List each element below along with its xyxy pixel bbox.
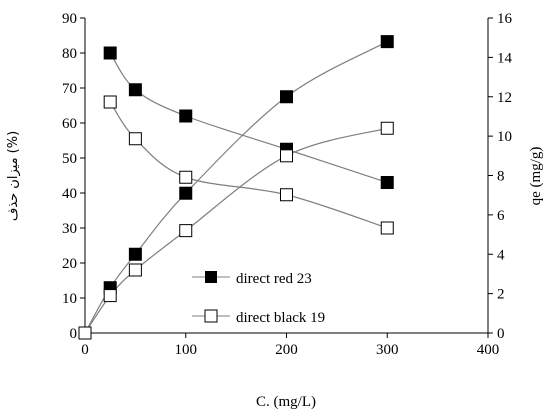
y-left-tick-label-5: 50 (62, 151, 77, 167)
y-left-tick-label-3: 30 (62, 221, 77, 237)
series-3-point-4 (179, 186, 193, 200)
series-1-point-5 (380, 176, 394, 189)
y-right-tick-label-4: 8 (497, 169, 505, 185)
y-left-tick-label-4: 40 (62, 186, 77, 202)
y-left-tick-label-9: 90 (62, 11, 77, 27)
series-4-point-2 (103, 289, 117, 303)
y-right-tick-label-5: 10 (497, 129, 512, 145)
series-2-line (109, 101, 388, 229)
series-3-point-3 (128, 247, 142, 261)
series-4-point-5 (280, 149, 293, 163)
series-2-point-4 (280, 188, 293, 202)
x-tick-label-4: 400 (477, 342, 500, 358)
series-4-point-6 (380, 121, 394, 135)
series-3-point-5 (280, 90, 293, 104)
y-right-tick-label-8: 16 (497, 11, 513, 27)
y-right-tick-label-0: 0 (497, 326, 505, 342)
x-tick-label-1: 100 (175, 342, 198, 358)
x-tick-label-0: 0 (81, 342, 89, 358)
y-left-tick-label-7: 70 (62, 81, 77, 97)
y-left-tick-label-1: 10 (62, 291, 77, 307)
legend-label-series-2: direct black 19 (236, 310, 325, 326)
series-1-point-3 (179, 109, 193, 123)
x-axis-label: C. (mg/L) (256, 394, 316, 410)
series-markers (78, 35, 394, 340)
y-axis-left: 0 10 20 30 40 50 60 70 80 90 (62, 11, 85, 342)
series-2-point-5 (380, 221, 394, 235)
y-right-tick-label-2: 4 (497, 247, 505, 263)
y-right-tick-label-1: 2 (497, 287, 505, 303)
series-1-point-1 (103, 46, 117, 60)
x-axis: 0 100 200 300 400 (81, 333, 499, 358)
series-4-point-1 (78, 326, 92, 340)
y-right-tick-label-6: 12 (497, 90, 512, 106)
y-left-tick-label-2: 20 (62, 256, 77, 272)
y-axis-right-label: qe (mg/g) (528, 147, 544, 206)
series-4-point-4 (179, 224, 193, 238)
y-right-tick-label-3: 6 (497, 208, 505, 224)
legend-marker-series-2 (204, 309, 218, 323)
x-tick-label-3: 300 (376, 342, 399, 358)
legend-marker-series-1 (205, 271, 217, 283)
legend-label-series-1: direct red 23 (236, 271, 312, 287)
y-axis-right: 0 2 4 6 8 10 12 14 16 (488, 11, 513, 342)
y-left-tick-label-0: 0 (70, 326, 78, 342)
y-right-tick-label-7: 14 (497, 50, 513, 66)
series-4-line (84, 127, 388, 334)
series-4-point-3 (128, 263, 142, 277)
y-left-tick-label-8: 80 (62, 46, 77, 62)
series-3-point-6 (380, 35, 394, 49)
series-2-point-1 (103, 95, 117, 109)
series-2-point-2 (128, 132, 142, 146)
legend: direct red 23 direct black 19 (192, 271, 325, 326)
y-left-tick-label-6: 60 (62, 116, 77, 132)
series-1-point-2 (128, 83, 142, 97)
series-2-point-3 (179, 170, 193, 184)
y-axis-left-label: میزان حذف (%) (6, 131, 21, 221)
series-1-line (109, 52, 388, 184)
x-tick-label-2: 200 (275, 342, 298, 358)
